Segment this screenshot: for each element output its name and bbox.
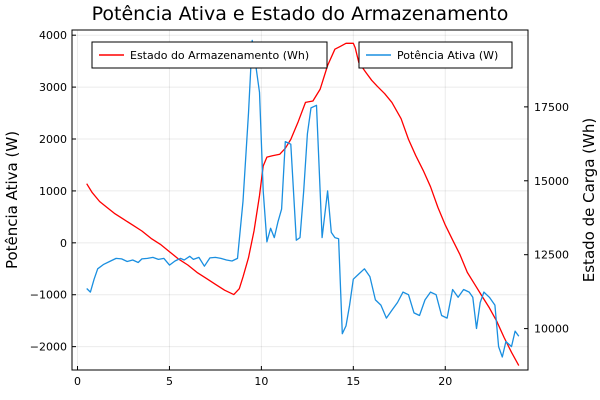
- power-series-line: [86, 39, 520, 358]
- y-right-tick-label: 15000: [534, 175, 569, 188]
- y-left-axis-label: Potência Ativa (W): [3, 131, 21, 269]
- chart-title: Potência Ativa e Estado do Armazenamento: [92, 3, 509, 25]
- y-left-tick-label: 4000: [39, 29, 67, 42]
- legend-power: Potência Ativa (W): [358, 41, 513, 69]
- legend-storage-box: [91, 41, 328, 69]
- y-left-tick-label: 0: [60, 237, 67, 250]
- x-tick-label: 0: [74, 375, 81, 388]
- y-left-tick-label: 2000: [39, 133, 67, 146]
- x-tick-label: 5: [166, 375, 173, 388]
- y-right-tick-label: 12500: [534, 249, 569, 262]
- x-tick-label: 20: [438, 375, 452, 388]
- grid: [72, 30, 528, 370]
- y-right-axis: 10000 12500 15000 17500: [524, 101, 569, 336]
- y-right-tick-label: 10000: [534, 323, 569, 336]
- storage-series-line: [86, 42, 520, 366]
- y-right-axis-label: Estado de Carga (Wh): [580, 118, 598, 282]
- y-left-axis: −2000 −1000 0 1000 2000 3000 4000: [30, 29, 76, 354]
- y-right-tick-label: 17500: [534, 101, 569, 114]
- plot-frame: [71, 29, 529, 371]
- x-tick-label: 15: [346, 375, 360, 388]
- x-tick-label: 10: [254, 375, 268, 388]
- y-left-tick-label: −2000: [30, 341, 67, 354]
- y-left-tick-label: 1000: [39, 185, 67, 198]
- x-axis: 0 5 10 15 20: [74, 366, 452, 388]
- legend-storage: Estado do Armazenamento (Wh): [91, 41, 328, 69]
- y-left-tick-label: −1000: [30, 289, 67, 302]
- legend-storage-label: Estado do Armazenamento (Wh): [130, 49, 309, 62]
- y-left-tick-label: 3000: [39, 81, 67, 94]
- legend-power-label: Potência Ativa (W): [397, 49, 498, 62]
- series-layer: [86, 39, 520, 366]
